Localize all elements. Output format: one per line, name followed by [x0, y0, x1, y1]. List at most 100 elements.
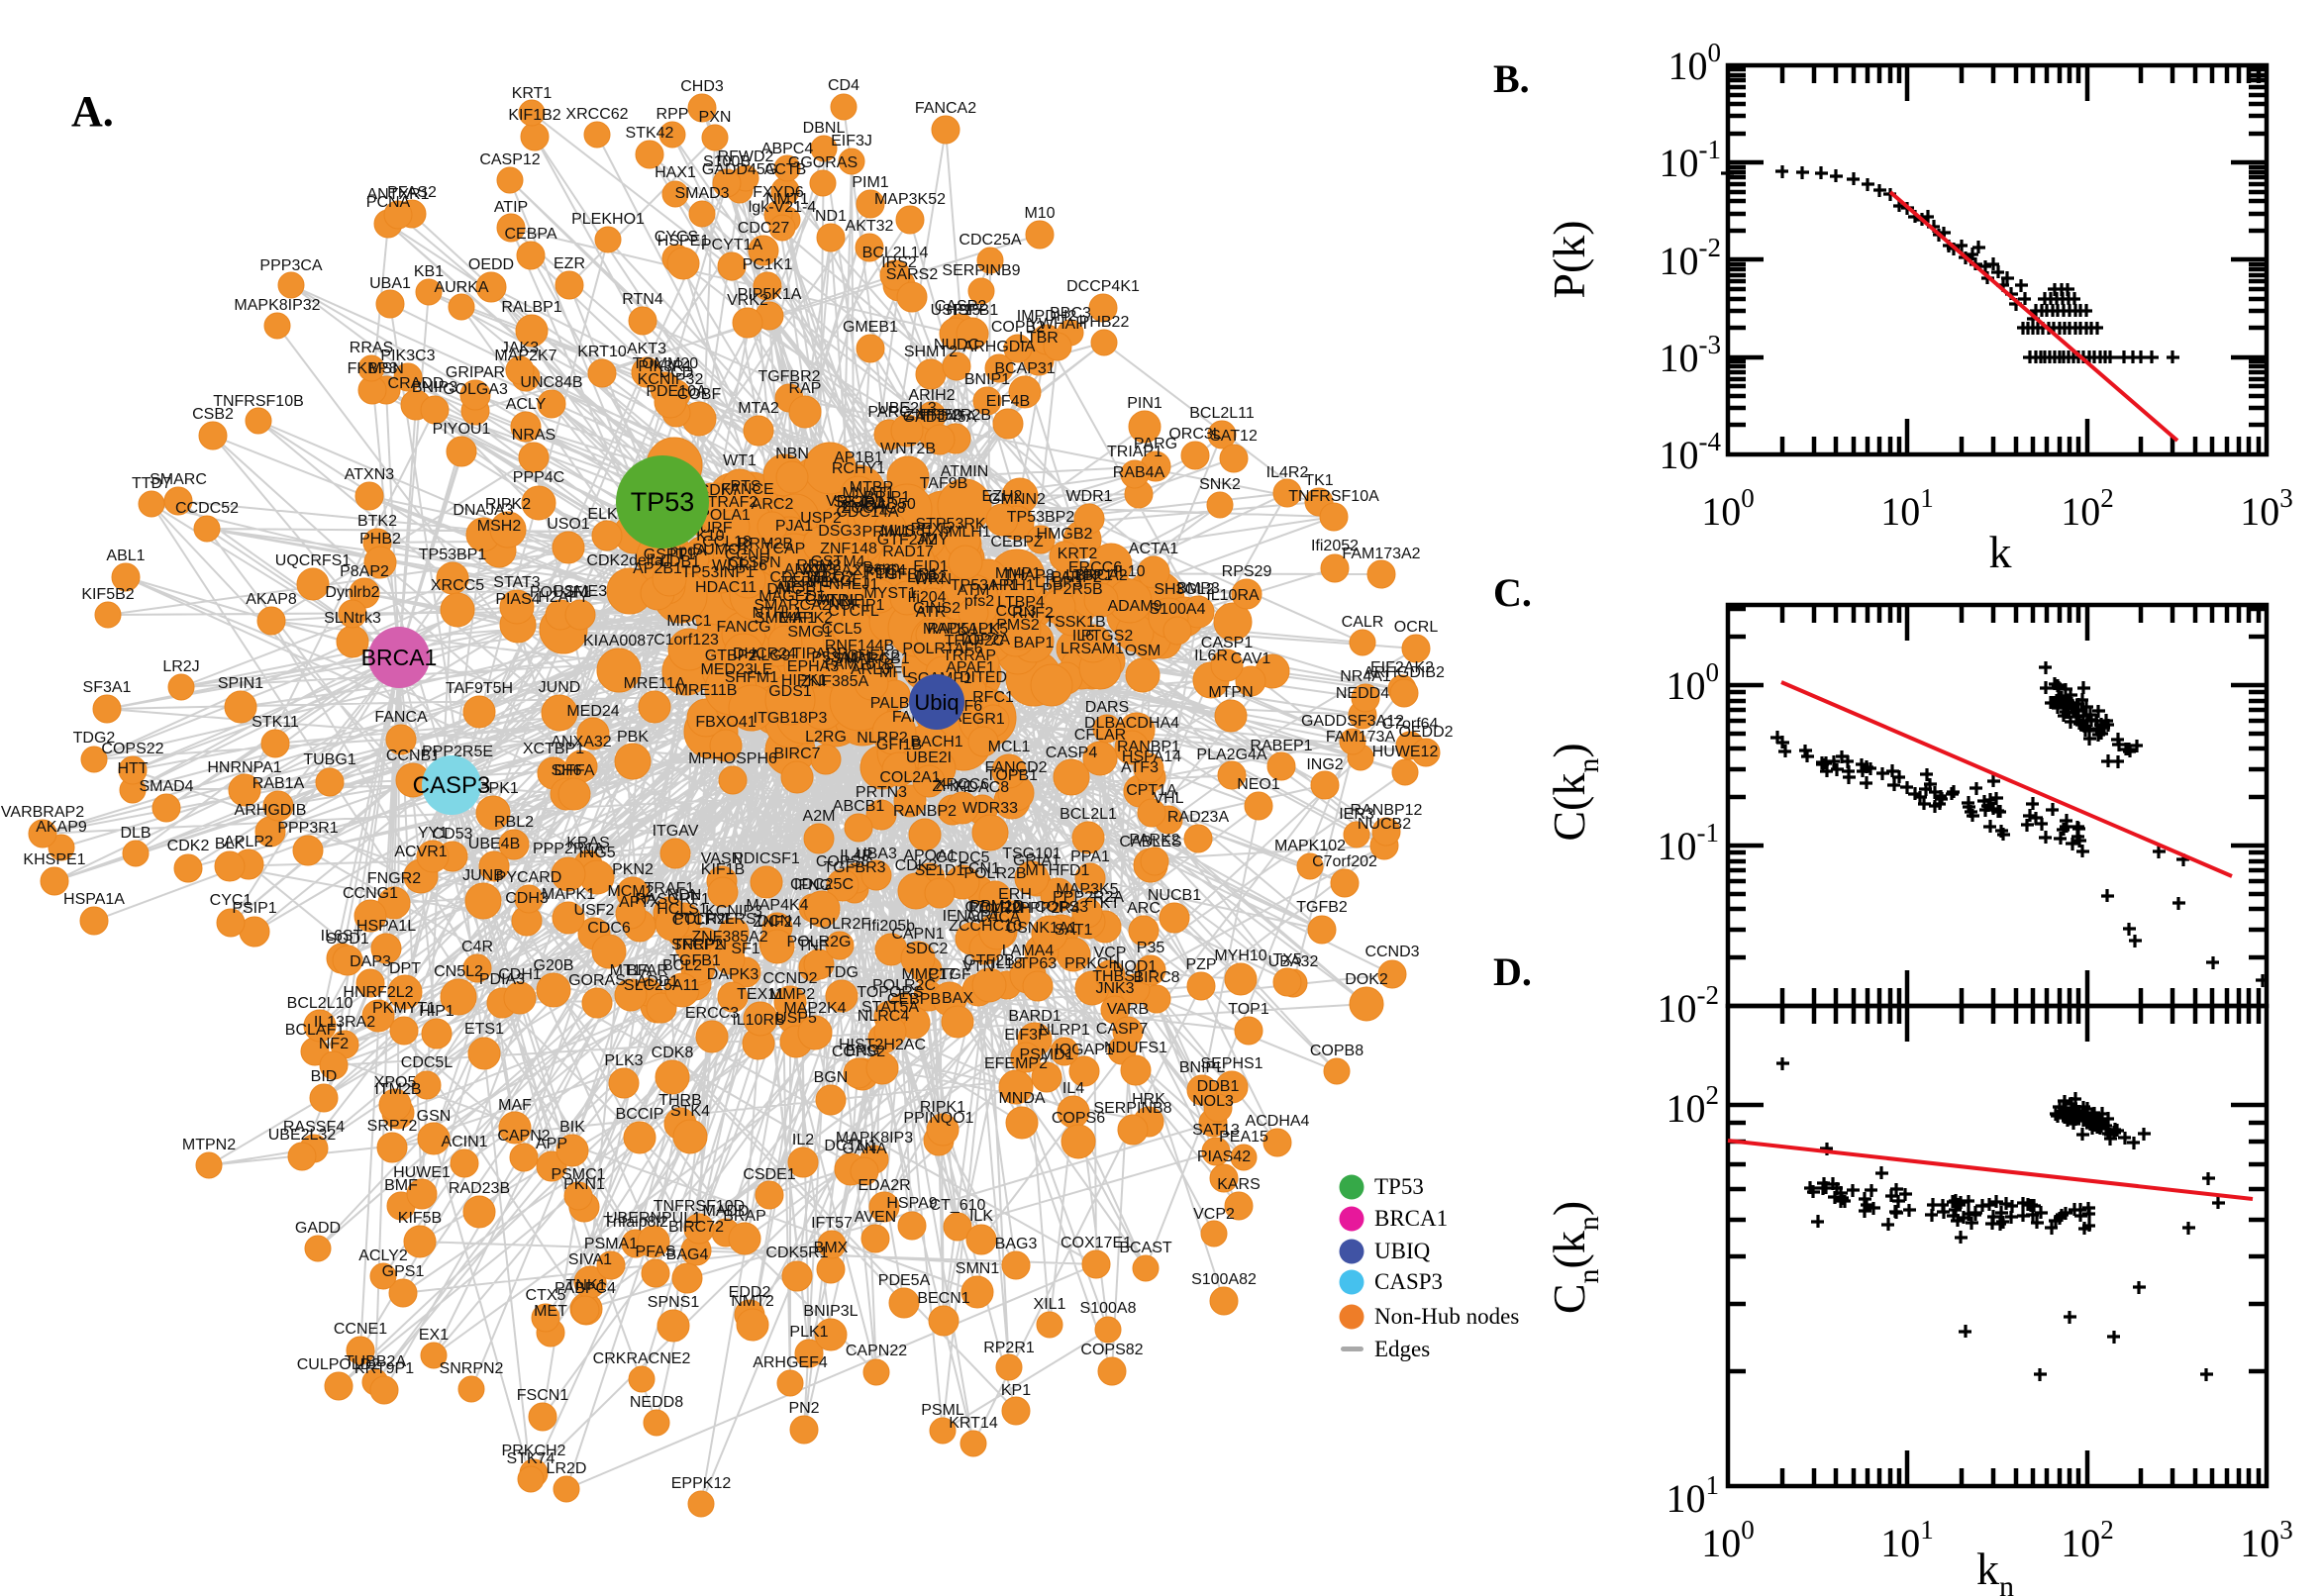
svg-text:CTCFL: CTCFL	[828, 603, 879, 620]
svg-text:MPHOSPH6: MPHOSPH6	[688, 750, 777, 767]
svg-text:WRN: WRN	[914, 571, 952, 588]
svg-text:RAD51L1: RAD51L1	[927, 621, 995, 638]
svg-text:CAPN2: CAPN2	[497, 1128, 550, 1145]
svg-text:BTK2: BTK2	[357, 513, 397, 530]
svg-text:L2RG: L2RG	[805, 729, 847, 746]
svg-text:ITGB18P3: ITGB18P3	[754, 710, 828, 727]
svg-text:ZCCHC8: ZCCHC8	[842, 500, 906, 517]
svg-text:C.: C.	[1493, 570, 1532, 615]
svg-text:APP: APP	[536, 1136, 567, 1152]
svg-text:USF2: USF2	[574, 902, 615, 919]
svg-text:MAPK8IP3: MAPK8IP3	[836, 1130, 913, 1147]
svg-text:CEBPB: CEBPB	[887, 991, 941, 1008]
svg-text:ETS1: ETS1	[464, 1021, 504, 1038]
svg-text:ENG: ENG	[846, 1043, 880, 1059]
svg-text:PLA2G4A: PLA2G4A	[1196, 747, 1266, 763]
svg-text:CDC6: CDC6	[587, 920, 631, 937]
svg-text:S100B: S100B	[703, 153, 751, 170]
svg-text:HNRF2L2: HNRF2L2	[343, 984, 413, 1001]
svg-text:IL6ST: IL6ST	[321, 928, 363, 945]
svg-text:MAP4K4: MAP4K4	[746, 897, 808, 914]
svg-text:ERCC6: ERCC6	[1068, 559, 1122, 576]
svg-text:MAPK102: MAPK102	[1274, 838, 1346, 854]
svg-text:RAD23A: RAD23A	[1167, 809, 1230, 826]
svg-text:RANBP12: RANBP12	[1351, 802, 1423, 819]
svg-text:CCNB1: CCNB1	[386, 748, 440, 764]
svg-text:BAG3: BAG3	[995, 1236, 1038, 1252]
svg-text:HTT: HTT	[117, 760, 148, 777]
svg-text:SLNtrk3: SLNtrk3	[324, 610, 381, 627]
svg-text:LDB1: LDB1	[660, 553, 700, 570]
svg-text:WDR33: WDR33	[962, 800, 1018, 817]
svg-text:MAPK8IP32: MAPK8IP32	[234, 297, 320, 314]
svg-text:AP2B1: AP2B1	[633, 560, 682, 577]
svg-text:TUBG1: TUBG1	[303, 751, 355, 768]
svg-text:DARS: DARS	[1085, 699, 1129, 716]
svg-text:NLRP1: NLRP1	[1039, 1022, 1090, 1039]
svg-text:OEDD: OEDD	[468, 256, 514, 273]
svg-text:RAD50: RAD50	[864, 496, 916, 513]
svg-text:HUWE12: HUWE12	[1372, 744, 1439, 760]
svg-text:D.: D.	[1493, 949, 1532, 994]
svg-text:ZNF24: ZNF24	[754, 914, 802, 931]
svg-text:AP1B1: AP1B1	[834, 449, 883, 466]
svg-text:PARK2: PARK2	[1129, 832, 1179, 848]
svg-text:MCM2: MCM2	[607, 883, 654, 900]
svg-text:CCND3: CCND3	[1364, 944, 1419, 960]
svg-text:YY1: YY1	[418, 825, 448, 842]
svg-text:ARHGDIB: ARHGDIB	[235, 802, 307, 819]
svg-text:BIRC72: BIRC72	[668, 1219, 724, 1236]
svg-text:TGFBR2: TGFBR2	[758, 368, 820, 385]
svg-text:PPINQO1: PPINQO1	[903, 1110, 973, 1127]
svg-text:PCNA: PCNA	[366, 194, 411, 211]
svg-text:M10: M10	[1024, 205, 1055, 222]
svg-text:BCL2L1: BCL2L1	[1060, 806, 1117, 823]
svg-text:ARL3: ARL3	[851, 661, 890, 678]
svg-text:CTX5: CTX5	[526, 1287, 566, 1304]
svg-text:TP53BP2: TP53BP2	[1007, 509, 1075, 526]
svg-text:Ifi205b: Ifi205b	[867, 918, 915, 935]
svg-text:KRT9P1: KRT9P1	[354, 1360, 414, 1377]
svg-text:BRCA1: BRCA1	[1374, 1206, 1448, 1231]
svg-text:GINS2: GINS2	[913, 600, 960, 617]
svg-text:DITED: DITED	[960, 669, 1007, 686]
svg-text:PN2: PN2	[788, 1400, 819, 1417]
svg-text:YWHAH: YWHAH	[1028, 316, 1087, 333]
svg-text:SAT12: SAT12	[1210, 428, 1258, 445]
svg-text:COBF: COBF	[677, 386, 722, 403]
svg-text:RBL2: RBL2	[494, 814, 534, 831]
svg-text:HAX1: HAX1	[655, 164, 696, 181]
svg-text:Tnfaip8l2: Tnfaip8l2	[603, 1214, 668, 1231]
svg-text:HIPK1: HIPK1	[781, 672, 827, 689]
svg-text:ITGAV: ITGAV	[653, 823, 699, 840]
svg-text:BBC3: BBC3	[1050, 305, 1091, 322]
svg-text:VARB: VARB	[1107, 1001, 1149, 1018]
svg-text:ARHGDIA: ARHGDIA	[963, 339, 1036, 355]
svg-text:WDR16: WDR16	[712, 557, 767, 574]
svg-text:PRIM1: PRIM1	[862, 524, 911, 541]
svg-text:MMP2: MMP2	[769, 986, 815, 1003]
svg-text:PPP3CA: PPP3CA	[259, 257, 322, 274]
svg-text:FANCA2: FANCA2	[915, 100, 976, 117]
svg-text:MTPN: MTPN	[1208, 684, 1253, 701]
svg-text:ARC2: ARC2	[752, 496, 794, 513]
svg-text:PPA1: PPA1	[1070, 848, 1110, 865]
svg-text:UBE2I: UBE2I	[906, 749, 952, 766]
svg-text:TKT: TKT	[1090, 895, 1120, 912]
svg-text:EIF3F: EIF3F	[1004, 1027, 1048, 1044]
svg-text:PEA15: PEA15	[1219, 1129, 1268, 1146]
svg-text:PLK3: PLK3	[604, 1052, 643, 1069]
svg-text:RAB4A: RAB4A	[1113, 464, 1165, 481]
svg-text:RASGRF1: RASGRF1	[635, 891, 710, 908]
svg-text:ITM2B: ITM2B	[374, 1081, 421, 1098]
svg-text:STK74: STK74	[507, 1450, 556, 1467]
svg-text:KCNIP32: KCNIP32	[638, 371, 704, 388]
svg-text:TK1: TK1	[1304, 472, 1333, 489]
svg-text:SIVA1: SIVA1	[568, 1251, 612, 1268]
svg-text:RCHY1: RCHY1	[832, 460, 885, 477]
svg-text:AURKA: AURKA	[434, 279, 488, 296]
svg-text:APTX: APTX	[619, 894, 660, 911]
svg-text:MTPN2: MTPN2	[182, 1137, 236, 1153]
svg-text:HSPA9: HSPA9	[886, 1195, 937, 1212]
svg-text:IL18: IL18	[991, 955, 1022, 972]
